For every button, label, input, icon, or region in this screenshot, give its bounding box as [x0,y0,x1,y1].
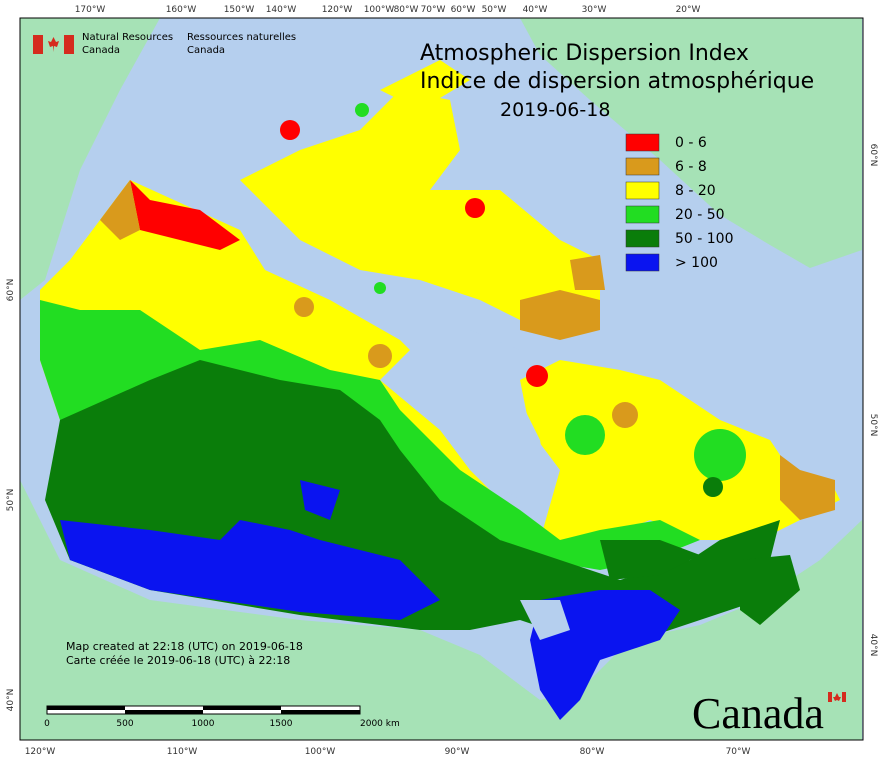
scale-seg [47,706,125,710]
lat-label: 50°N [868,414,878,437]
legend-swatch [625,205,660,224]
zone [694,429,746,481]
flag-bar [64,35,74,54]
lon-label: 120°W [322,5,353,15]
agency-fr: Canada [187,45,225,56]
legend-swatch [625,181,660,200]
lon-label: 80°W [580,747,605,757]
lat-label: 60°N [868,144,878,167]
legend-label: 50 - 100 [675,231,734,247]
lon-label: 100°W [364,5,395,15]
zone [300,480,340,520]
legend-label: 8 - 20 [675,183,716,199]
zone [280,120,300,140]
flag-bar [33,35,43,54]
scale-seg [281,710,360,714]
lon-label: 110°W [167,747,198,757]
legend-label: 20 - 50 [675,207,725,223]
zone [612,402,638,428]
zone [374,282,386,294]
zone [465,198,485,218]
zone [570,255,605,290]
lon-label: 90°W [445,747,470,757]
legend-label: > 100 [675,255,718,271]
zone [380,60,470,110]
legend-label: 6 - 8 [675,159,707,175]
wordmark-leaf [833,693,841,701]
wordmark: Canada [692,689,846,738]
zone [703,477,723,497]
wordmark-flag [828,692,832,702]
zone [355,103,369,117]
wordmark-flag [842,692,846,702]
water-bodies [380,330,570,640]
legend-label: 0 - 6 [675,135,707,151]
graticule-labels: 170°W 160°W 150°W 140°W 120°W 100°W 80°W 70°W 60… [6,5,878,757]
flag-leaf [48,37,59,52]
title-date: 2019-06-18 [500,99,610,121]
scale-seg [125,710,203,714]
greenland [520,18,862,268]
zone [130,180,240,250]
legend-swatch [625,229,660,248]
zone [100,180,140,240]
zone [368,344,392,368]
lon-label: 120°W [25,747,56,757]
foreign-land [20,18,862,740]
legend-swatch [625,157,660,176]
alaska [20,18,160,300]
zone [60,520,440,620]
legend: 0 - 6 6 - 8 8 - 20 20 - 50 50 - 100 > 100 [625,133,734,272]
index-zones [40,60,840,720]
lat-label: 40°N [6,689,16,712]
lon-label: 60°W [451,5,476,15]
legend-swatch [625,253,660,272]
credit: Map created at 22:18 (UTC) on 2019-06-18 [66,640,303,653]
lon-label: 170°W [75,5,106,15]
scale-bar: 0 500 1000 1500 2000 km [44,705,400,729]
wordmark-text: Canada [692,689,824,738]
scale-label: 1000 [192,719,215,729]
zone [520,290,600,340]
hudson-bay [380,330,550,500]
scale-label: 500 [116,719,133,729]
usa [20,480,862,740]
lon-label: 150°W [224,5,255,15]
great-lake [520,600,570,640]
zone [526,365,548,387]
lat-label: 60°N [6,279,16,302]
credit: Carte créée le 2019-06-18 (UTC) à 22:18 [66,654,290,667]
legend-swatch [625,133,660,152]
zone [600,540,700,580]
lon-label: 70°W [421,5,446,15]
lon-label: 50°W [482,5,507,15]
lon-label: 70°W [726,747,751,757]
title-fr: Indice de dispersion atmosphérique [420,69,814,94]
lon-label: 100°W [305,747,336,757]
agency-en: Canada [82,45,120,56]
agency-fr: Ressources naturelles [187,32,296,43]
lat-label: 40°N [868,634,878,657]
zone [240,90,600,330]
lon-label: 30°W [582,5,607,15]
scale-label: 1500 [270,719,293,729]
zone [294,297,314,317]
frame [19,17,864,741]
scale-label: 0 [44,719,50,729]
lon-label: 40°W [523,5,548,15]
scale-label: 2000 km [360,719,400,729]
lon-label: 140°W [266,5,297,15]
title-en: Atmospheric Dispersion Index [420,41,749,66]
lat-label: 50°N [6,489,16,512]
agency-en: Natural Resources [82,32,173,43]
lon-label: 80°W [394,5,419,15]
scale-seg [203,706,281,710]
lon-label: 160°W [166,5,197,15]
agency-signature: Natural Resources Canada Ressources natu… [33,32,296,56]
zone [780,455,835,520]
zone [565,415,605,455]
zone [740,555,800,625]
lon-label: 20°W [676,5,701,15]
